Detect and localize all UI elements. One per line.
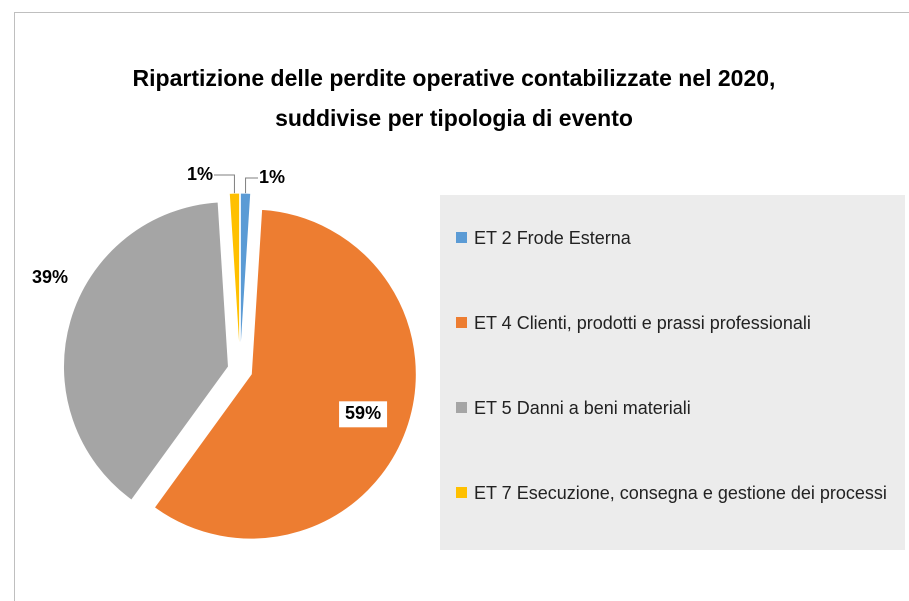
data-label: 1%	[187, 164, 213, 184]
legend-label: ET 2 Frode Esterna	[474, 228, 631, 248]
legend-swatch	[456, 487, 467, 498]
legend-swatch	[456, 232, 467, 243]
legend-swatch	[456, 317, 467, 328]
data-label: 1%	[259, 167, 285, 187]
legend-entry: ET 5 Danni a beni materiali	[456, 393, 909, 423]
chart-frame	[14, 12, 909, 601]
pie-slice	[239, 192, 252, 359]
data-label: 59%	[345, 403, 381, 423]
leader-line	[245, 177, 258, 194]
pie-slice	[63, 201, 229, 501]
leader-line	[214, 174, 235, 194]
pie-slice	[153, 208, 417, 540]
legend-label: ET 5 Danni a beni materiali	[474, 398, 691, 418]
pie-slice	[228, 192, 241, 359]
legend: ET 2 Frode Esterna ET 4 Clienti, prodotti…	[440, 195, 905, 550]
label-box	[339, 401, 388, 428]
legend-label: ET 7 Esecuzione, consegna e gestione dei…	[474, 483, 887, 503]
legend-entry: ET 7 Esecuzione, consegna e gestione dei…	[456, 478, 909, 508]
legend-entry: ET 4 Clienti, prodotti e prassi professi…	[456, 308, 909, 338]
legend-label: ET 4 Clienti, prodotti e prassi professi…	[474, 313, 811, 333]
legend-swatch	[456, 402, 467, 413]
legend-entry: ET 2 Frode Esterna	[456, 223, 909, 253]
chart-title: Ripartizione delle perdite operative con…	[132, 65, 776, 131]
data-label: 39%	[32, 267, 68, 287]
